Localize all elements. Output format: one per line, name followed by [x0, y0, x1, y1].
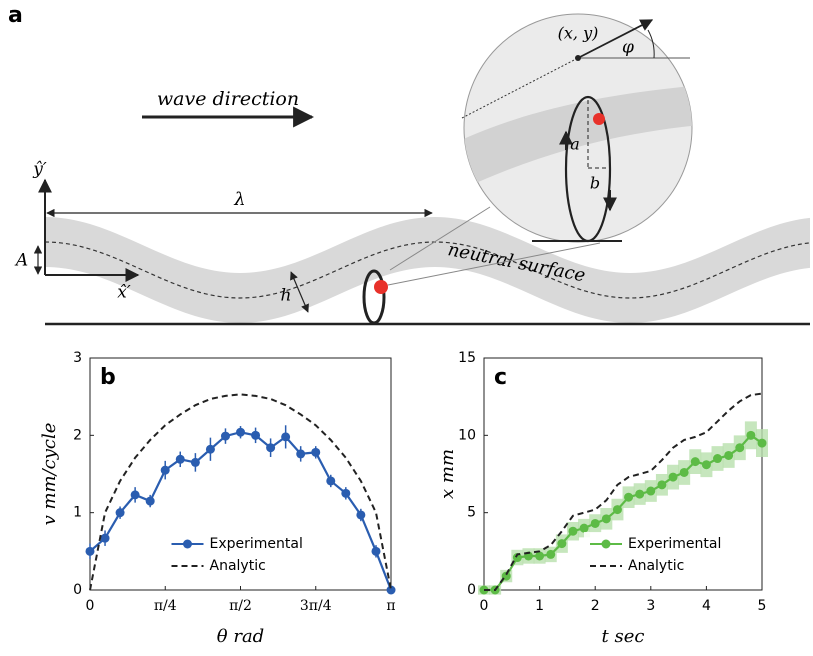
x-tick-label: 4	[702, 598, 711, 614]
y-tick-label: 0	[467, 582, 476, 598]
marker	[191, 458, 200, 467]
wave-direction: wave direction	[157, 88, 299, 110]
marker	[635, 490, 644, 499]
marker	[713, 454, 722, 463]
marker	[251, 431, 260, 440]
panel-label: a	[8, 3, 23, 28]
x-tick-label: 3	[646, 598, 655, 614]
zoom-point	[593, 113, 605, 125]
marker	[161, 466, 170, 475]
marker	[176, 455, 185, 464]
wave-band	[45, 217, 810, 323]
x-axis-label: θ rad	[217, 626, 264, 647]
legend-label: Experimental	[628, 536, 721, 552]
marker	[101, 534, 110, 543]
marker	[546, 550, 555, 559]
y-tick-label: 0	[73, 582, 82, 598]
point-label: (x, y)	[558, 24, 599, 43]
marker	[746, 431, 755, 440]
wavelength-label: λ	[233, 189, 245, 210]
marker	[371, 547, 380, 556]
x-tick-label: π/4	[154, 598, 177, 614]
x-tick-label: 2	[591, 598, 600, 614]
marker	[86, 547, 95, 556]
marker	[116, 508, 125, 517]
x-axis-label: t sec	[602, 626, 645, 647]
marker	[624, 493, 633, 502]
marker	[657, 480, 666, 489]
y-axis-label: ŷ′	[32, 160, 47, 180]
x-tick-label: 0	[480, 598, 489, 614]
x-tick-label: 5	[758, 598, 767, 614]
marker	[669, 473, 678, 482]
figure: a wave direction ŷ′ x̂′ λ A h neutral su…	[0, 0, 813, 656]
x-tick-label: π/2	[229, 598, 252, 614]
chart: 0 π/4 π/2 3π/4 π 0 1 2 3 b θ rad v mm/cycle Experime…	[39, 350, 396, 647]
x-tick-label: 0	[86, 598, 95, 614]
marker	[646, 487, 655, 496]
marker	[266, 443, 275, 452]
marker	[613, 505, 622, 514]
marker	[735, 443, 744, 452]
marker	[131, 490, 140, 499]
angle-label: φ	[622, 38, 634, 58]
x-tick-label: 1	[535, 598, 544, 614]
legend-label: Analytic	[628, 558, 684, 574]
marker	[702, 460, 711, 469]
page: {"panel_a": {"label": "a", "wave_directi…	[0, 0, 813, 656]
marker	[557, 539, 566, 548]
center-point	[575, 55, 581, 61]
point	[374, 280, 388, 294]
panel-a: a wave direction ŷ′ x̂′ λ A h neutral su…	[8, 3, 810, 324]
legend-marker	[602, 540, 611, 549]
thickness-label: h	[281, 286, 292, 306]
marker	[311, 448, 320, 457]
y-tick-label: 15	[458, 350, 476, 366]
panel-label: c	[494, 365, 507, 390]
marker	[724, 451, 733, 460]
marker	[591, 519, 600, 528]
marker	[326, 476, 335, 485]
chart: 0 1 2 3 4 5 0 5 10 15 c t sec x mm Experimental Analyt…	[437, 350, 767, 647]
y-tick-label: 1	[73, 505, 82, 521]
marker	[341, 489, 350, 498]
marker	[758, 439, 767, 448]
marker	[281, 432, 290, 441]
marker	[602, 514, 611, 523]
semi-axis-a-label: a	[570, 135, 580, 154]
marker	[580, 524, 589, 533]
y-axis-label: v mm/cycle	[39, 423, 60, 526]
marker	[356, 510, 365, 519]
amplitude-label: A	[14, 251, 28, 271]
marker	[535, 551, 544, 560]
marker	[206, 445, 215, 454]
y-tick-label: 10	[458, 427, 476, 443]
x-axis-label: x̂′	[117, 283, 131, 303]
y-tick-label: 3	[73, 350, 82, 366]
marker	[296, 449, 305, 458]
x-tick-label: 3π/4	[300, 598, 332, 614]
marker	[146, 497, 155, 506]
marker	[691, 457, 700, 466]
marker	[680, 468, 689, 477]
legend-marker	[183, 540, 192, 549]
semi-axis-b-label: b	[590, 174, 600, 193]
legend-label: Experimental	[210, 536, 303, 552]
y-tick-label: 2	[73, 427, 82, 443]
panel-label: b	[100, 365, 116, 390]
legend-label: Analytic	[210, 558, 266, 574]
marker	[236, 428, 245, 437]
y-axis-label: x mm	[437, 449, 458, 499]
marker	[221, 432, 230, 441]
x-tick-label: π	[386, 598, 395, 614]
marker	[568, 527, 577, 536]
y-tick-label: 5	[467, 505, 476, 521]
